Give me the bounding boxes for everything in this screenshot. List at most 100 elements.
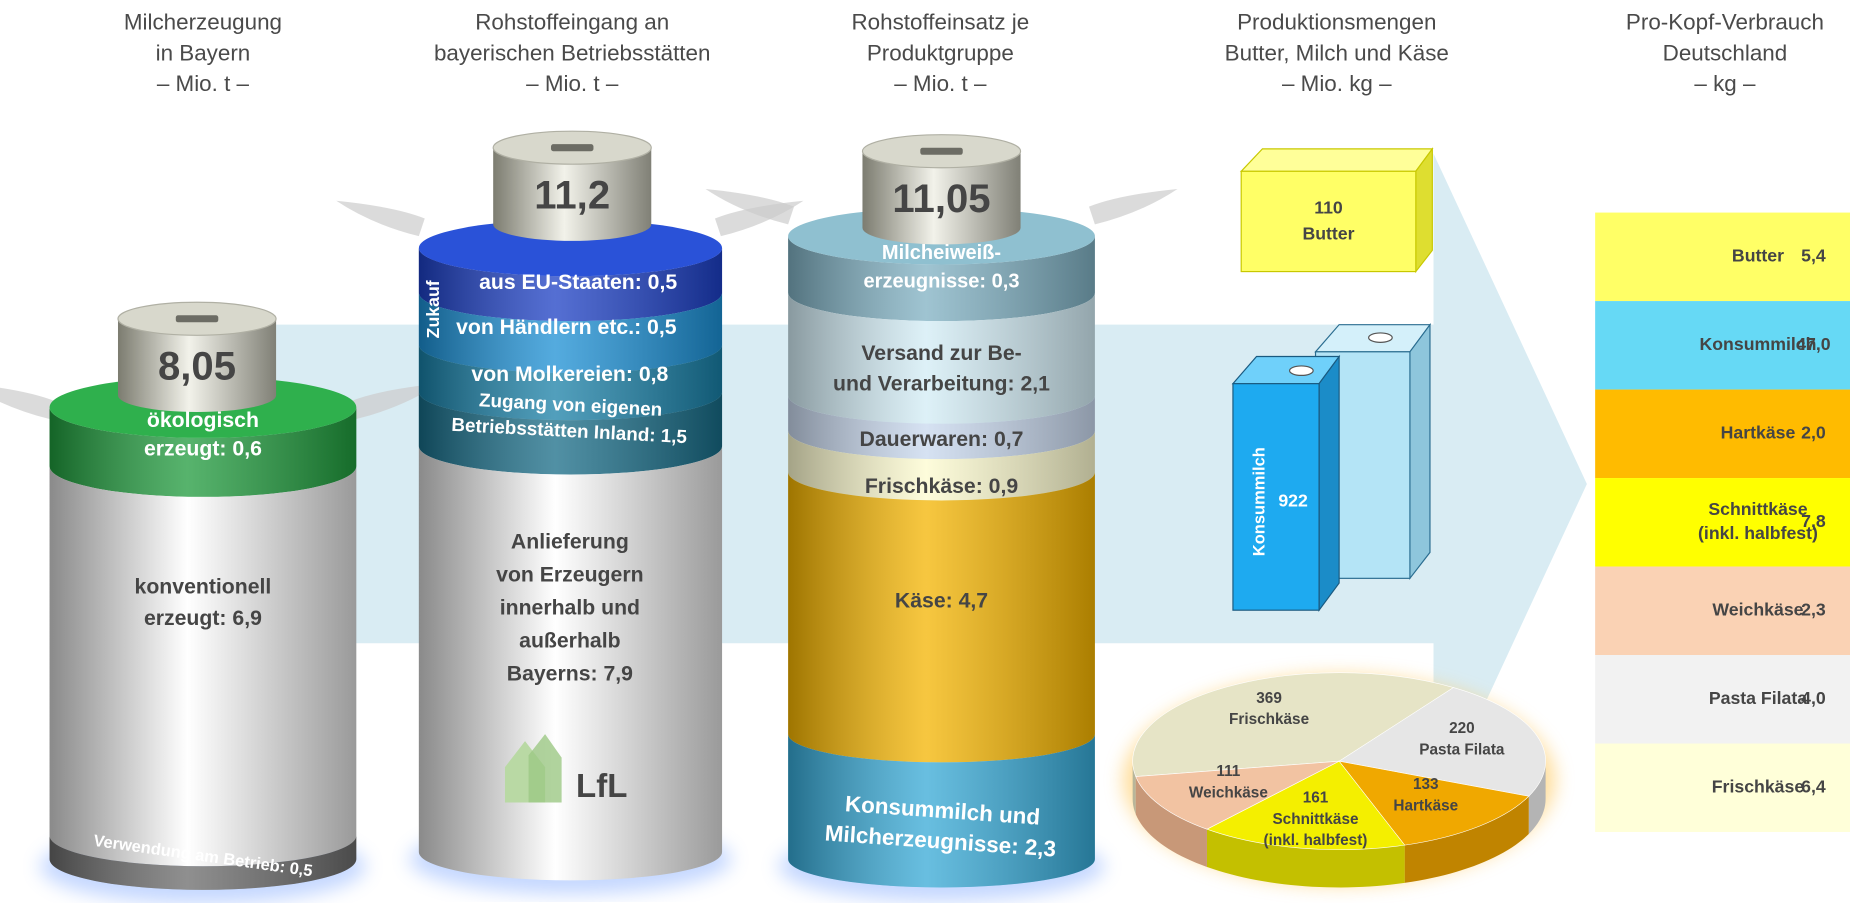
band-shade bbox=[788, 236, 1095, 322]
band-shade bbox=[418, 292, 723, 374]
label: (inkl. halbfest) bbox=[1698, 523, 1818, 543]
label: Zukauf bbox=[423, 280, 443, 338]
carton-front bbox=[1232, 383, 1320, 611]
cylinder-top bbox=[418, 219, 723, 277]
label: erzeugt: 6,9 bbox=[144, 607, 262, 630]
label: Pro-Kopf-Verbrauch bbox=[1626, 10, 1824, 35]
pie-slice bbox=[1338, 687, 1546, 797]
label: von Molkereien: 0,8 bbox=[471, 363, 668, 386]
label: Milcheiweiß- bbox=[882, 242, 1001, 264]
band-shade bbox=[49, 835, 357, 890]
label: Bayerns: 7,9 bbox=[507, 663, 633, 686]
can-body bbox=[862, 151, 1021, 245]
label: 2,0 bbox=[1801, 422, 1826, 442]
can-slot bbox=[550, 144, 594, 152]
carton-cap bbox=[1288, 365, 1314, 376]
wing bbox=[705, 188, 795, 225]
table-row bbox=[1595, 655, 1850, 744]
label: Butter bbox=[1732, 245, 1784, 265]
label: – Mio. t – bbox=[157, 71, 250, 96]
label: Hartkäse bbox=[1721, 422, 1796, 442]
label: 110 bbox=[1314, 198, 1343, 218]
label: aus EU-Staaten: 0,5 bbox=[479, 271, 677, 294]
label: Versand zur Be- bbox=[861, 342, 1021, 365]
label: Butter bbox=[1302, 224, 1354, 244]
table-row bbox=[1595, 212, 1850, 302]
label: und Verarbeitung: 2,1 bbox=[833, 372, 1050, 395]
label: Frischkäse bbox=[1229, 711, 1309, 728]
label: konventionell bbox=[135, 575, 272, 598]
label: innerhalb und bbox=[500, 597, 640, 620]
label: 5,4 bbox=[1801, 245, 1826, 265]
label: 922 bbox=[1278, 490, 1308, 510]
label: Schnittkäse bbox=[1708, 499, 1807, 519]
label: Deutschland bbox=[1663, 40, 1788, 65]
band-shade bbox=[788, 472, 1095, 763]
butter-side bbox=[1415, 147, 1433, 274]
band-shade bbox=[788, 734, 1095, 888]
logo-leaf bbox=[528, 734, 562, 803]
pie-slice bbox=[1132, 672, 1455, 777]
can-slot bbox=[175, 315, 219, 323]
label: (inkl. halbfest) bbox=[1264, 832, 1368, 849]
carton-cap bbox=[1368, 332, 1393, 343]
table-row bbox=[1595, 478, 1850, 567]
wing bbox=[350, 383, 439, 420]
carton-front-side bbox=[1318, 354, 1340, 612]
label: – kg – bbox=[1694, 71, 1756, 96]
label: 47,0 bbox=[1796, 334, 1831, 354]
pie-side bbox=[1135, 776, 1207, 867]
label: erzeugnisse: 0,3 bbox=[864, 270, 1020, 292]
wing bbox=[1088, 188, 1178, 225]
table-row bbox=[1595, 389, 1850, 479]
can-body bbox=[117, 318, 277, 412]
pie-side bbox=[1206, 829, 1405, 888]
label: Anlieferung bbox=[511, 531, 629, 554]
label: Rohstoffeinsatz je bbox=[851, 10, 1029, 35]
wing bbox=[336, 200, 425, 237]
label: Frischkäse: 0,9 bbox=[865, 475, 1019, 498]
table-row bbox=[1595, 566, 1850, 656]
label: LfL bbox=[576, 767, 627, 804]
label: erzeugt: 0,6 bbox=[144, 437, 262, 460]
label: 6,4 bbox=[1801, 776, 1826, 796]
cylinder-band bbox=[49, 466, 357, 867]
label: 4,0 bbox=[1801, 688, 1826, 708]
butter-front bbox=[1240, 170, 1417, 273]
label: außerhalb bbox=[519, 630, 620, 653]
label: Pasta Filata bbox=[1419, 741, 1505, 758]
label: 369 bbox=[1256, 690, 1282, 707]
label: – Mio. t – bbox=[894, 71, 987, 96]
label: Weichkäse bbox=[1189, 784, 1268, 801]
label: 161 bbox=[1303, 790, 1329, 807]
label: Konsummilch bbox=[1699, 334, 1816, 354]
label: 220 bbox=[1449, 720, 1475, 737]
band-shade bbox=[788, 430, 1095, 501]
label: 8,05 bbox=[158, 345, 236, 389]
label: Dauerwaren: 0,7 bbox=[860, 428, 1024, 451]
label: – Mio. t – bbox=[526, 71, 619, 96]
label: von Händlern etc.: 0,5 bbox=[456, 316, 677, 339]
label: Konsummilch bbox=[1250, 447, 1268, 556]
label: Hartkäse bbox=[1393, 797, 1458, 814]
label: Pasta Filata bbox=[1709, 688, 1807, 708]
label: Frischkäse bbox=[1712, 776, 1805, 796]
band-shade bbox=[418, 344, 723, 421]
label: bayerischen Betriebsstätten bbox=[434, 40, 711, 65]
pie-slice bbox=[1338, 760, 1530, 846]
band-shade bbox=[788, 292, 1095, 424]
can-slot bbox=[920, 147, 963, 155]
band-shade bbox=[788, 395, 1095, 460]
label: 7,8 bbox=[1801, 511, 1826, 531]
band-shade bbox=[418, 391, 723, 475]
label: Produktionsmengen bbox=[1237, 10, 1436, 35]
label: Produktgruppe bbox=[867, 40, 1014, 65]
wing bbox=[0, 387, 56, 420]
label: Käse: 4,7 bbox=[895, 590, 988, 613]
band-shade bbox=[418, 247, 723, 322]
butter-top bbox=[1239, 148, 1434, 172]
label: 111 bbox=[1216, 763, 1240, 780]
label: ökologisch bbox=[147, 409, 259, 432]
